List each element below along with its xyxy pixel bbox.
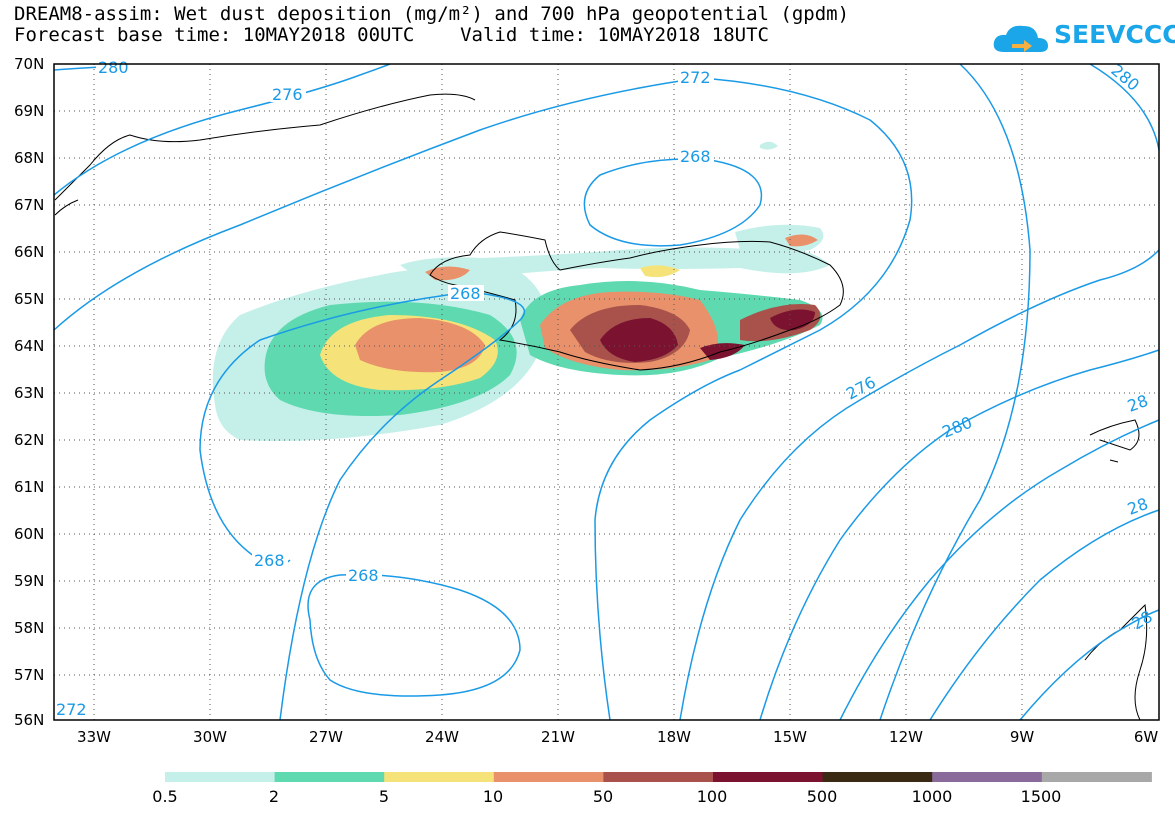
lon-label: 21W [541, 728, 575, 746]
lat-label: 70N [14, 55, 44, 73]
legend-label: 2 [268, 787, 280, 806]
legend-colorbar [165, 772, 1152, 782]
lat-label: 56N [14, 711, 44, 729]
contour-label: 280 [939, 413, 974, 442]
lat-label: 67N [14, 196, 44, 214]
lon-label: 15W [773, 728, 807, 746]
latitude-labels: 70N 69N 68N 67N 66N 65N 64N 63N 62N 61N … [14, 55, 44, 729]
dust-deposition-field [212, 141, 830, 441]
map-title-line2: Forecast base time: 10MAY2018 00UTC Vali… [14, 24, 769, 46]
contour-label: 280 [1107, 61, 1143, 95]
lon-label: 6W [1134, 728, 1159, 746]
lat-label: 69N [14, 102, 44, 120]
contour-label: 272 [680, 68, 711, 87]
legend-label: 1500 [1020, 787, 1062, 806]
legend-label: 50 [592, 787, 614, 806]
legend-swatch [493, 772, 604, 782]
logo-text: SEEVCCC [1054, 20, 1175, 49]
lon-label: 30W [193, 728, 227, 746]
lat-label: 60N [14, 525, 44, 543]
lat-label: 59N [14, 572, 44, 590]
longitude-labels: 33W 30W 27W 24W 21W 18W 15W 12W 9W 6W [77, 728, 1158, 746]
legend-label: 1000 [911, 787, 953, 806]
legend-swatch [165, 772, 276, 782]
contour-label: 268 [450, 284, 481, 303]
legend-label: 100 [696, 787, 728, 806]
contour-label: 268 [348, 566, 379, 585]
lon-label: 27W [309, 728, 343, 746]
lat-label: 58N [14, 619, 44, 637]
graticule [54, 64, 1159, 720]
lat-label: 66N [14, 243, 44, 261]
legend-swatch [384, 772, 495, 782]
lat-label: 62N [14, 431, 44, 449]
legend-swatch [822, 772, 933, 782]
legend-swatch [932, 772, 1043, 782]
legend-label: 0.5 [152, 787, 178, 806]
lat-label: 64N [14, 337, 44, 355]
contour-label: 276 [272, 85, 303, 104]
legend-swatch [603, 772, 714, 782]
legend-label: 500 [806, 787, 838, 806]
legend-label: 10 [482, 787, 504, 806]
contour-labels: 280 276 272 268 268 268 268 276 280 272 … [54, 58, 1156, 719]
lon-label: 12W [889, 728, 923, 746]
legend-swatch [713, 772, 824, 782]
contour-label: 28 [1129, 607, 1156, 634]
lon-label: 33W [77, 728, 111, 746]
cloud-logo-icon [993, 25, 1048, 52]
legend-label: 5 [378, 787, 390, 806]
lat-label: 57N [14, 666, 44, 684]
lat-label: 65N [14, 290, 44, 308]
geopotential-contours [53, 63, 1160, 721]
legend-swatch [1041, 772, 1152, 782]
map-title-line1: DREAM8-assim: Wet dust deposition (mg/m²… [14, 3, 850, 25]
map-frame [53, 63, 1160, 721]
lat-label: 68N [14, 149, 44, 167]
contour-label: 280 [98, 58, 129, 77]
contour-label: 268 [680, 147, 711, 166]
lon-label: 24W [425, 728, 459, 746]
legend-swatch [274, 772, 385, 782]
contour-label: 268 [254, 551, 285, 570]
contour-label: 272 [56, 700, 87, 719]
contour-label: 28 [1125, 391, 1151, 416]
lat-label: 63N [14, 384, 44, 402]
lon-label: 9W [1010, 728, 1035, 746]
lat-label: 61N [14, 478, 44, 496]
lon-label: 18W [657, 728, 691, 746]
